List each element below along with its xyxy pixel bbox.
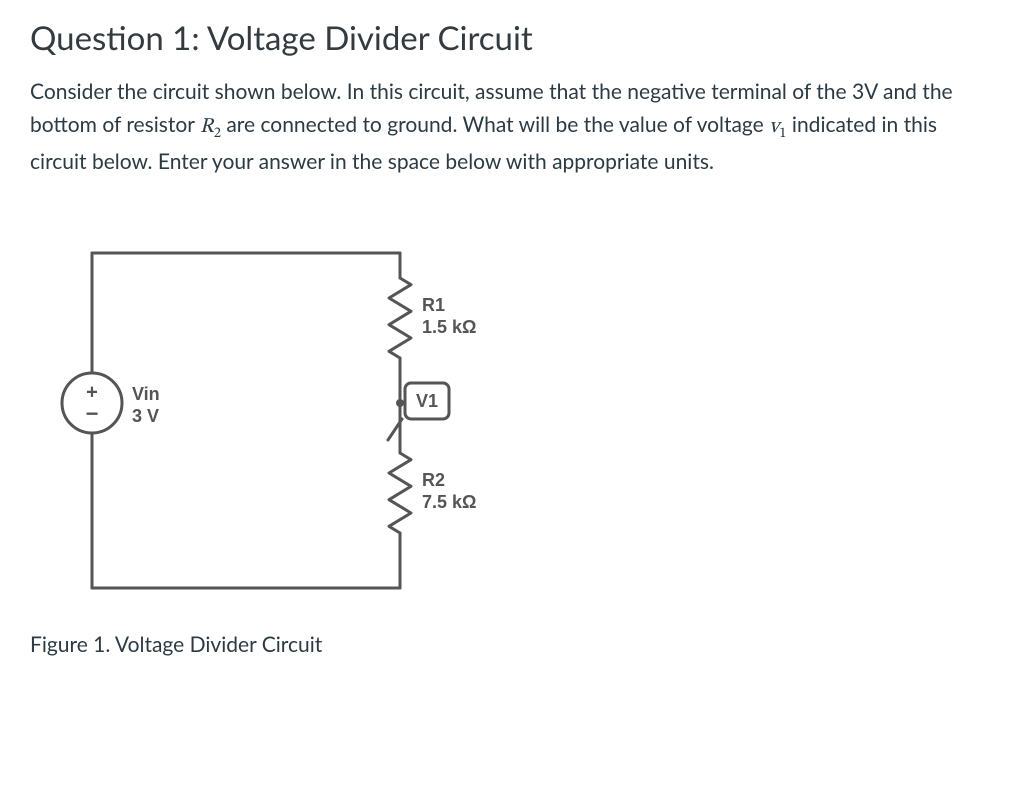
svg-text:−: −	[86, 401, 99, 426]
question-title: Question 1: Voltage Divider Circuit	[30, 18, 994, 58]
svg-text:3 V: 3 V	[132, 406, 159, 426]
prompt-text-2: are connected to ground. What will be th…	[221, 112, 769, 137]
svg-text:1.5 kΩ: 1.5 kΩ	[422, 317, 476, 337]
figure-caption: Figure 1. Voltage Divider Circuit	[30, 632, 994, 657]
svg-text:R2: R2	[422, 470, 445, 490]
var-R2: R2	[200, 116, 221, 137]
svg-text:V1: V1	[416, 391, 438, 411]
var-v1: v1	[769, 116, 786, 137]
circuit-diagram: +−Vin3 VR11.5 kΩV1R27.5 kΩ	[30, 208, 510, 628]
svg-text:R1: R1	[422, 295, 445, 315]
circuit-figure: +−Vin3 VR11.5 kΩV1R27.5 kΩ Figure 1. Vol…	[30, 208, 994, 657]
question-page: Question 1: Voltage Divider Circuit Cons…	[0, 0, 1024, 697]
svg-text:7.5 kΩ: 7.5 kΩ	[422, 492, 476, 512]
question-prompt: Consider the circuit shown below. In thi…	[30, 76, 990, 178]
svg-text:Vin: Vin	[132, 384, 160, 404]
